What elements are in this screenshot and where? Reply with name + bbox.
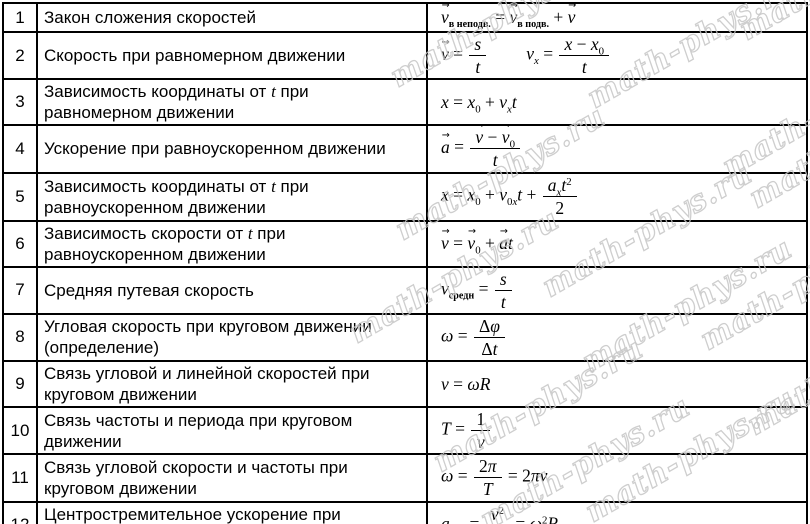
row-description: Средняя путевая скорость (36, 265, 428, 315)
table-row: 8 Угловая скорость при круговом движении(… (2, 312, 808, 363)
row-formula: ω = Δφ Δt (426, 312, 808, 363)
row-number: 5 (2, 171, 38, 222)
table-row: 3 Зависимость координаты от t при равномер… (2, 78, 808, 127)
row-description: Угловая скорость при круговом движении (о… (36, 312, 428, 363)
row-formula: aц.с. = v2R = ω2R (426, 500, 808, 524)
row-number: 7 (2, 265, 38, 315)
row-description: Зависимость координаты от t при равномерн… (36, 78, 428, 127)
row-description: Центростремительное ускорение прикругово… (36, 500, 428, 524)
row-description: Ускорение при равноускоренном движении (36, 124, 428, 174)
row-description: Связь угловой и линейной скоростей при кр… (36, 360, 428, 408)
row-formula: v = stvx = x − x0t (426, 30, 808, 81)
table-row: 5 Зависимость координаты от t при равноуск… (2, 171, 808, 222)
row-description: Скорость при равномерном движении (36, 30, 428, 81)
row-formula: a = v − v0t (426, 124, 808, 174)
row-number: 2 (2, 30, 38, 81)
row-description: Зависимость координаты от t при равноуско… (36, 171, 428, 222)
row-number: 9 (2, 360, 38, 408)
table-row: 6 Зависимость скорости от t при равноускор… (2, 219, 808, 268)
table-row: 9 Связь угловой и линейной скоростей при к… (2, 360, 808, 408)
row-formula: vв неподв. = vв подв. + v (426, 2, 808, 33)
row-description: Связь угловой скорости и частоты при круг… (36, 453, 428, 503)
table-row: 10 Связь частоты и периода при круговом дв… (2, 405, 808, 456)
row-number: 6 (2, 219, 38, 268)
row-number: 11 (2, 453, 38, 503)
row-description: Закон сложения скоростей (36, 2, 428, 33)
row-description: Зависимость скорости от t при равноускоре… (36, 219, 428, 268)
table-row: 12Центростремительное ускорение прикруго… (2, 500, 808, 524)
row-formula: v = v0 + at (426, 219, 808, 268)
table-row: 4 Ускорение при равноускоренном движении a… (2, 124, 808, 174)
row-number: 3 (2, 78, 38, 127)
row-description: Связь частоты и периода при круговом движ… (36, 405, 428, 456)
row-number: 1 (2, 2, 38, 33)
row-number: 12 (2, 500, 38, 524)
row-formula: x = x0 + v0xt + axt2 2 (426, 171, 808, 222)
row-number: 4 (2, 124, 38, 174)
table-row: 11 Связь угловой скорости и частоты при кр… (2, 453, 808, 503)
row-formula: ω = 2π T = 2πν (426, 453, 808, 503)
row-formula: v = ωR (426, 360, 808, 408)
row-formula: x = x0 + vxt (426, 78, 808, 127)
row-number: 8 (2, 312, 38, 363)
row-number: 10 (2, 405, 38, 456)
